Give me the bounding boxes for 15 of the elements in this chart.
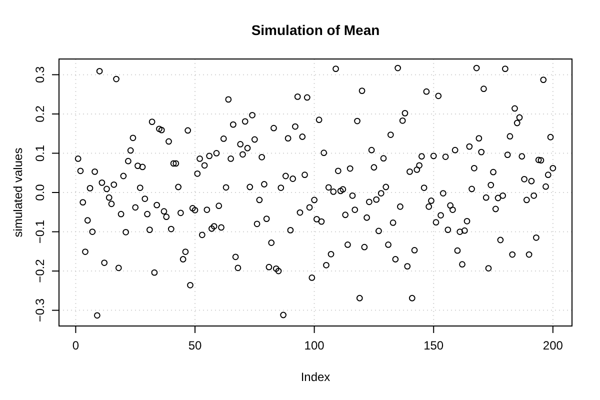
chart-title: Simulation of Mean [250, 22, 381, 38]
x-tick-label: 0 [72, 338, 80, 353]
x-tick-label: 150 [424, 338, 444, 353]
y-tick-label: −0.1 [33, 220, 47, 244]
x-tick-label: 50 [188, 338, 202, 353]
y-tick-label: −0.2 [33, 258, 47, 283]
y-tick-label: −0.3 [33, 298, 47, 322]
y-tick-label: 0.1 [33, 144, 47, 162]
x-tick-label: 200 [542, 338, 564, 353]
x-axis-title: Index [300, 370, 330, 384]
y-tick-label: 0.0 [33, 184, 47, 201]
y-tick-label: 0.3 [33, 66, 47, 84]
y-tick-label: 0.2 [33, 105, 47, 122]
x-tick-label: 100 [304, 338, 325, 353]
y-axis-title: simulated values [11, 148, 25, 238]
